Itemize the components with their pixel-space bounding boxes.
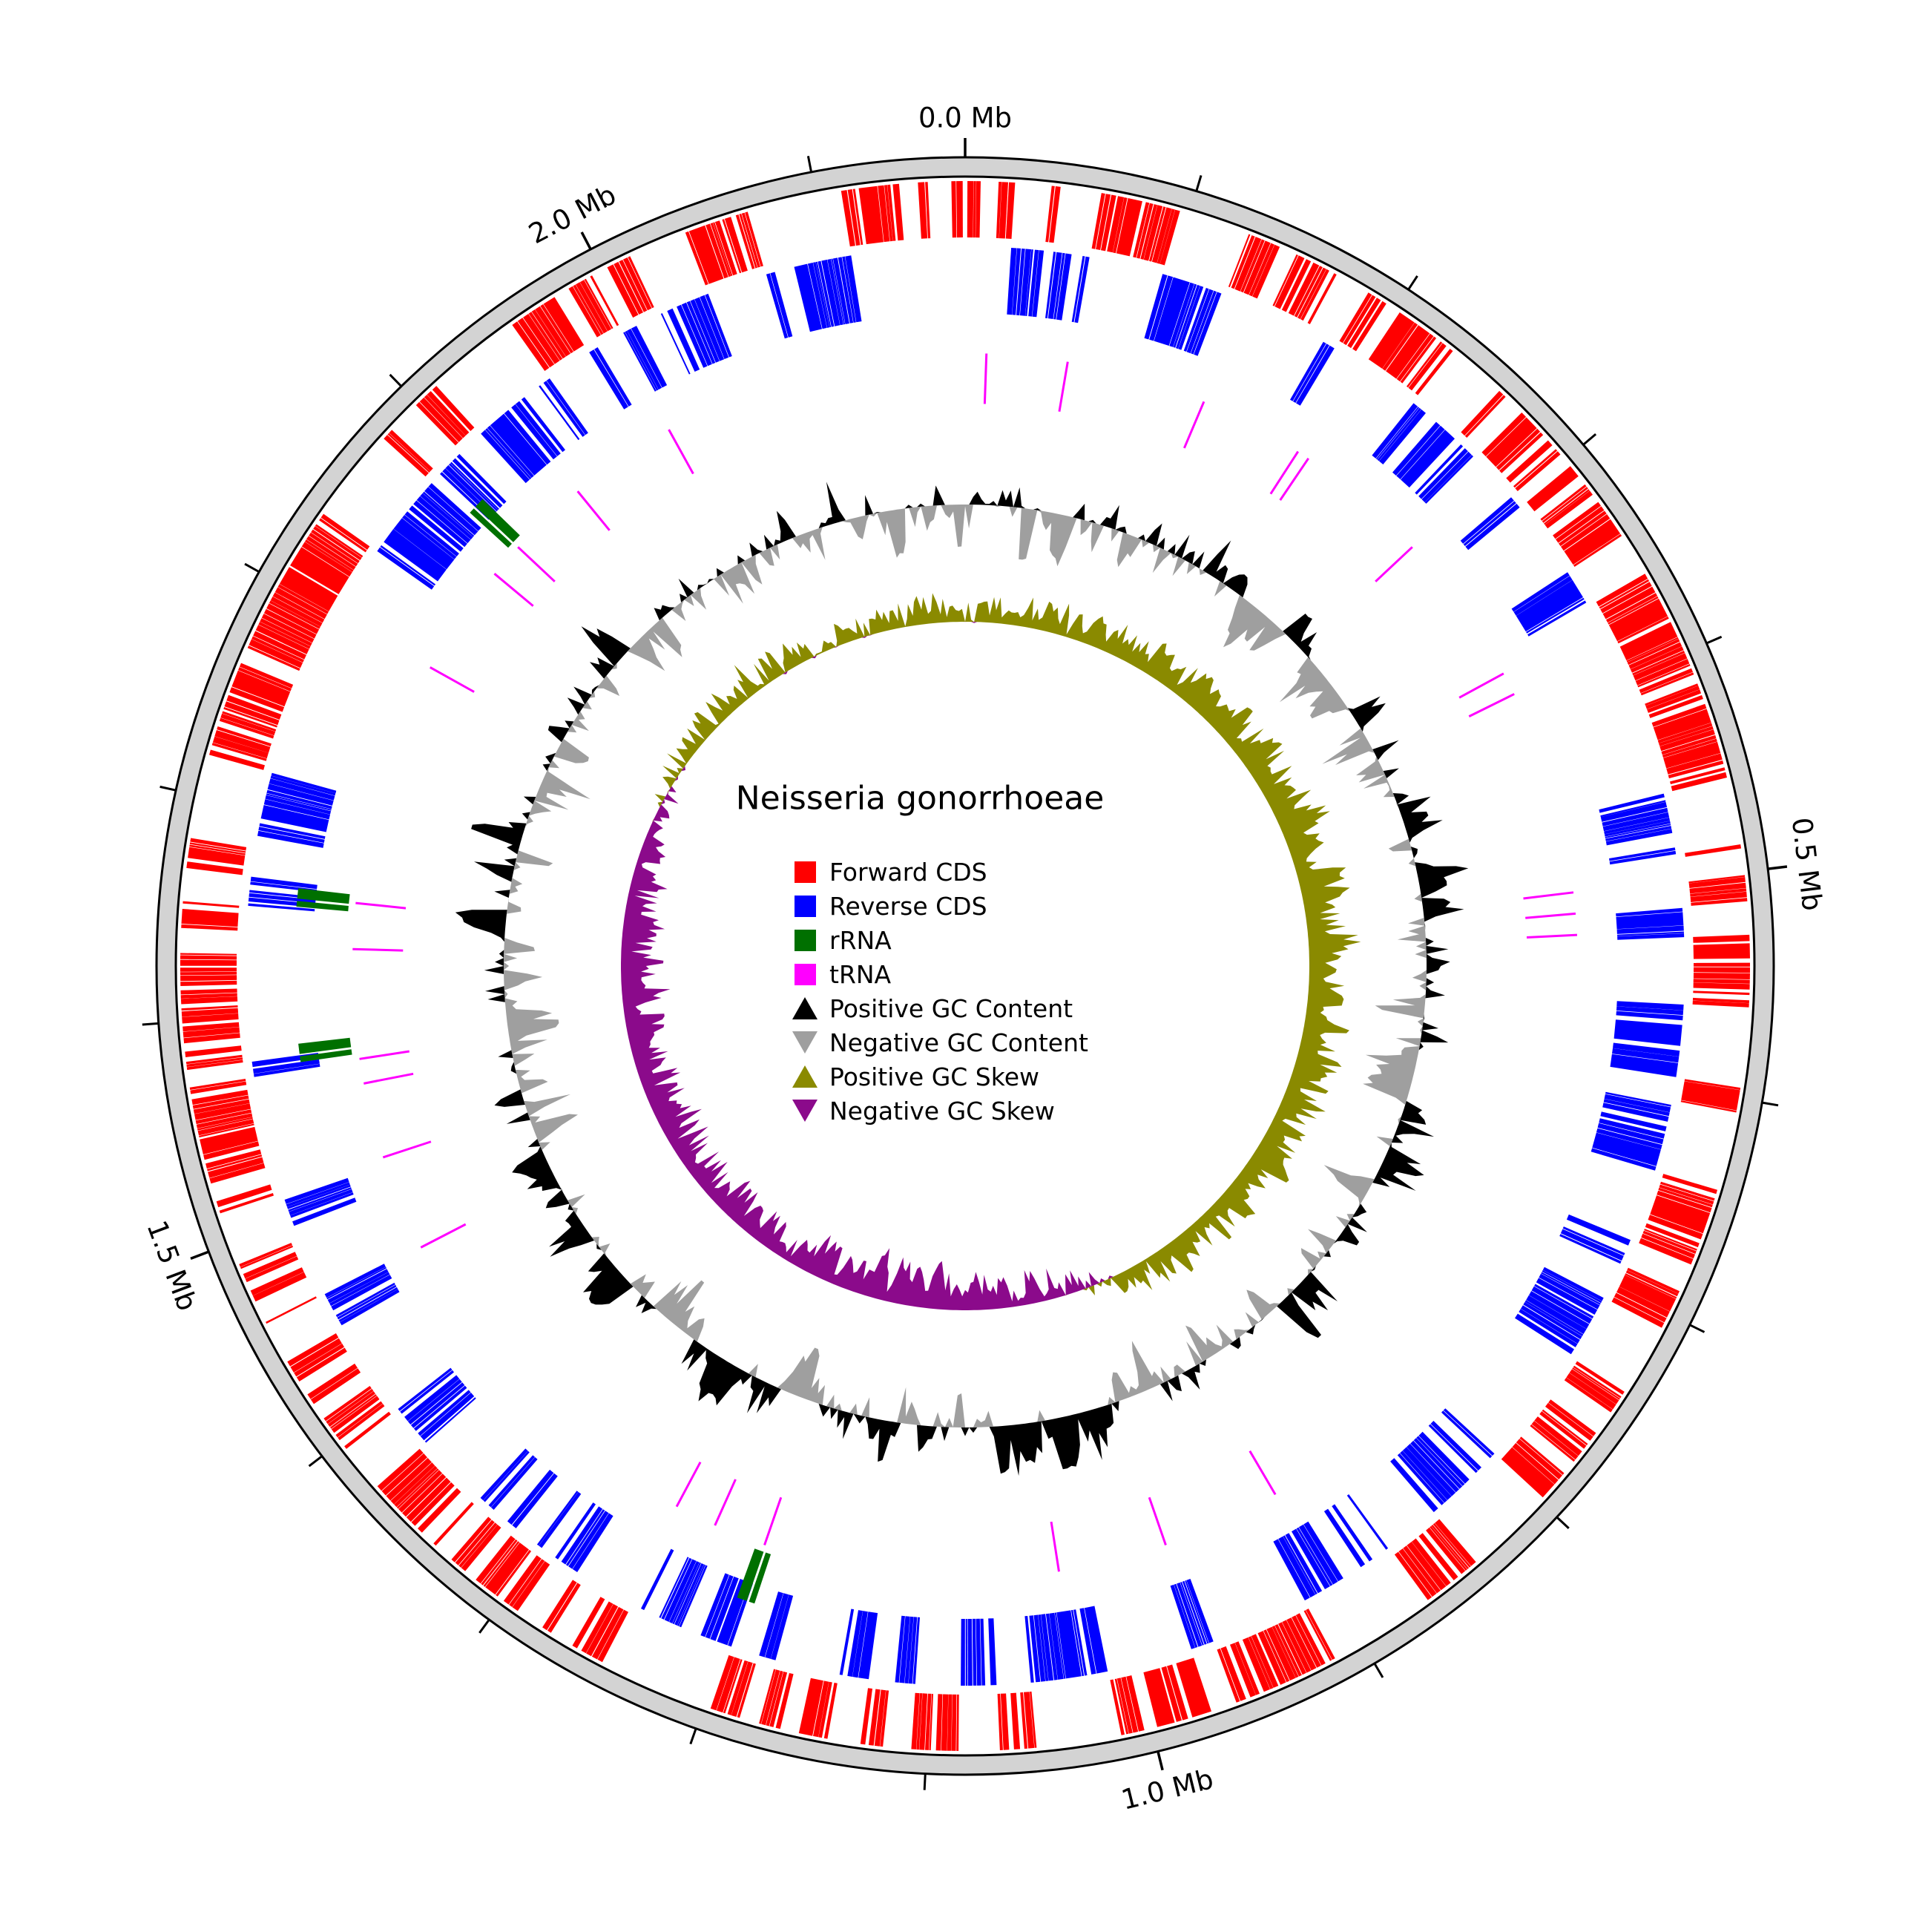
legend-marker-box [792, 1100, 818, 1122]
trna-mark [1148, 1496, 1167, 1545]
major-tick [1157, 1751, 1164, 1771]
minor-tick [806, 156, 813, 173]
trna-mark [1458, 672, 1504, 699]
forward-cds-swatch [794, 861, 816, 883]
legend: Forward CDS Reverse CDS rRNA tRNA Positi… [792, 855, 1088, 1128]
legend-item-trna: tRNA [792, 957, 1088, 991]
legend-marker-box [792, 895, 818, 917]
legend-item-label: Negative GC Content [829, 1028, 1088, 1057]
negative-gc-skew-triangle-icon [792, 1100, 818, 1122]
tick-label: 0.0 Mb [918, 102, 1012, 134]
legend-marker-box [792, 861, 818, 883]
major-tick [1767, 865, 1788, 870]
positive-gc-content-triangle-icon [792, 997, 818, 1019]
minor-tick [142, 1022, 159, 1026]
legend-item-label: Negative GC Skew [829, 1096, 1055, 1126]
legend-marker-box [792, 929, 818, 951]
legend-marker-box [792, 963, 818, 985]
legend-item-forward-cds: Forward CDS [792, 855, 1088, 889]
reverse-cds-swatch [794, 895, 816, 917]
trna-mark [363, 1072, 414, 1085]
trna-mark [493, 573, 534, 607]
rrna-track [296, 499, 772, 1604]
trna-mark [675, 1462, 702, 1508]
minor-tick [1407, 275, 1418, 291]
minor-tick [1195, 175, 1203, 191]
trna-mark [1279, 457, 1309, 501]
minor-tick [1689, 1324, 1705, 1333]
trna-mark [359, 1050, 410, 1060]
minor-tick [1582, 433, 1597, 446]
legend-item-rrna: rRNA [792, 923, 1088, 957]
tick-label: 0.5 Mb [1786, 816, 1829, 913]
trna-mark [1269, 450, 1300, 495]
minor-tick [244, 562, 260, 574]
major-tick [190, 1250, 209, 1260]
trna-mark [1249, 1450, 1277, 1496]
legend-marker-box [792, 1065, 818, 1088]
minor-tick [308, 1455, 323, 1468]
legend-marker-box [792, 1031, 818, 1054]
trna-mark [420, 1223, 467, 1249]
legend-item-label: Forward CDS [829, 857, 987, 887]
trna-mark [1183, 401, 1205, 449]
minor-tick [1556, 1516, 1570, 1529]
minor-tick [1762, 1101, 1779, 1107]
trna-mark [517, 546, 556, 582]
trna-mark [763, 1496, 783, 1545]
tick-label: 1.0 Mb [1118, 1763, 1217, 1816]
trna-mark [1375, 546, 1413, 582]
minor-tick [1705, 635, 1723, 645]
negative-gc-content-triangle-icon [792, 1031, 818, 1054]
trna-mark [1523, 891, 1574, 900]
trna-mark [983, 353, 988, 404]
legend-item-label: Reverse CDS [829, 891, 987, 921]
trna-mark [352, 947, 404, 952]
legend-item-label: rRNA [829, 925, 892, 955]
trna-mark [668, 429, 694, 475]
trna-mark [1050, 1521, 1060, 1572]
legend-item-label: tRNA [829, 959, 892, 989]
tick-label: 1.5 Mb [140, 1216, 203, 1315]
legend-item-label: Positive GC Skew [829, 1062, 1039, 1091]
legend-marker-box [792, 997, 818, 1019]
plot-title: Neisseria gonorrhoeae [735, 779, 1105, 818]
trna-mark [430, 666, 475, 693]
tick-label: 2.0 Mb [524, 179, 622, 250]
trna-mark [355, 901, 407, 910]
trna-mark [1526, 933, 1578, 939]
legend-item-label: Positive GC Content [829, 993, 1073, 1023]
minor-tick [689, 1728, 697, 1745]
minor-tick [478, 1619, 490, 1634]
trna-mark [382, 1140, 432, 1159]
positive-gc-skew-triangle-icon [792, 1065, 818, 1088]
trna-mark [1468, 693, 1515, 717]
legend-item-reverse-cds: Reverse CDS [792, 889, 1088, 923]
legend-item-positive-gc-skew: Positive GC Skew [792, 1059, 1088, 1094]
trna-track [352, 353, 1578, 1572]
minor-tick [159, 785, 177, 792]
minor-tick [389, 373, 403, 387]
trna-mark [1058, 361, 1069, 412]
rrna-swatch [794, 929, 816, 951]
major-tick [580, 231, 592, 250]
trna-mark [1525, 912, 1576, 919]
minor-tick [1373, 1663, 1384, 1678]
forward-cds-track [180, 181, 1750, 1751]
legend-item-negative-gc-content: Negative GC Content [792, 1025, 1088, 1059]
legend-item-negative-gc-skew: Negative GC Skew [792, 1094, 1088, 1128]
trna-swatch [794, 963, 816, 985]
trna-mark [576, 490, 611, 531]
minor-tick [923, 1773, 927, 1790]
legend-item-positive-gc-content: Positive GC Content [792, 991, 1088, 1025]
trna-mark [714, 1479, 737, 1526]
